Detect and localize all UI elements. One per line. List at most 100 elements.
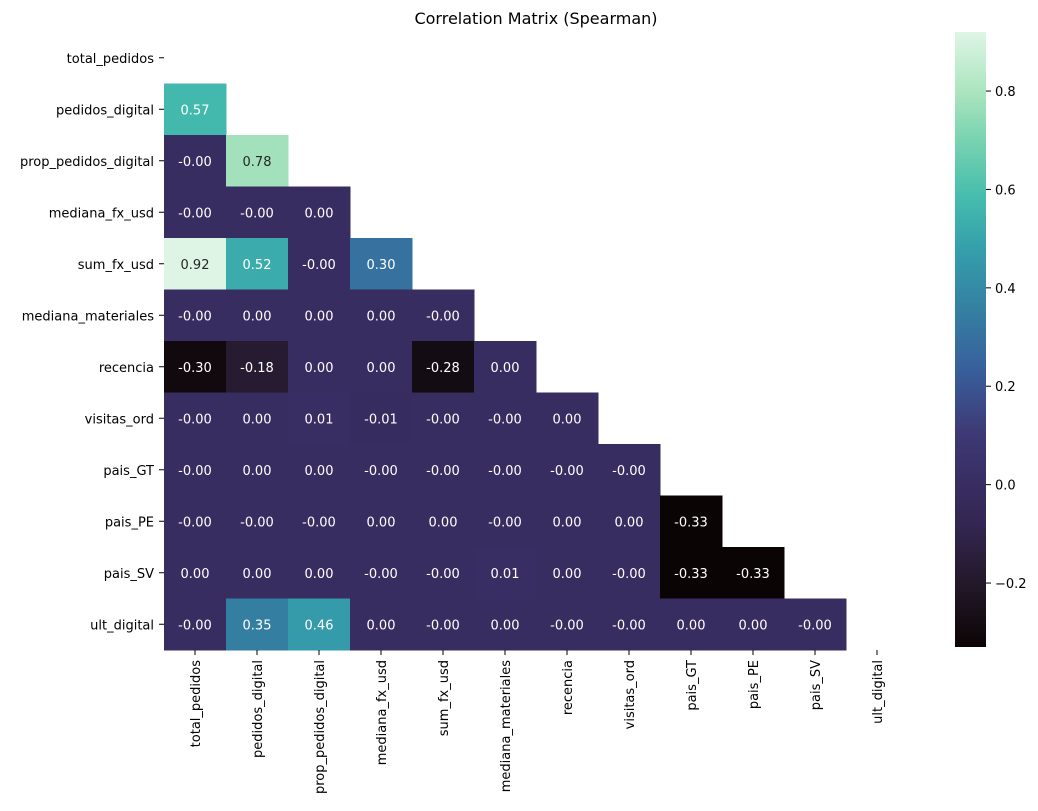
cell-value-label: -0.00 bbox=[178, 515, 212, 530]
colorbar-gradient bbox=[955, 32, 986, 647]
y-tick-label: mediana_materiales bbox=[22, 309, 154, 324]
heatmap-cell bbox=[226, 341, 289, 393]
heatmap-cell bbox=[536, 547, 599, 599]
cell-value-label: -0.00 bbox=[426, 618, 460, 633]
cell-value-label: -0.01 bbox=[364, 412, 398, 427]
cell-value-label: 0.00 bbox=[367, 618, 396, 633]
heatmap-cell bbox=[412, 289, 475, 342]
cell-value-label: -0.00 bbox=[426, 309, 460, 324]
x-tick-label: mediana_materiales bbox=[499, 660, 514, 792]
cell-value-label: -0.18 bbox=[240, 361, 274, 376]
heatmap-cell bbox=[226, 392, 289, 445]
cell-value-label: 0.00 bbox=[243, 412, 272, 427]
cell-value-label: 0.57 bbox=[181, 103, 210, 118]
cell-value-label: 0.01 bbox=[491, 567, 520, 582]
heatmap-cell bbox=[660, 547, 723, 599]
x-tick-label: pais_PE bbox=[747, 660, 762, 709]
heatmap-cell bbox=[412, 598, 475, 651]
colorbar-tick-label: 0.0 bbox=[995, 479, 1016, 494]
heatmap-cell bbox=[474, 598, 537, 651]
cell-value-label: -0.28 bbox=[426, 361, 460, 376]
heatmap-cell bbox=[722, 547, 785, 599]
cell-value-label: -0.00 bbox=[488, 412, 522, 427]
y-tick-label: total_pedidos bbox=[67, 52, 155, 67]
heatmap-cell bbox=[412, 547, 475, 599]
cell-value-label: 0.78 bbox=[243, 155, 272, 170]
chart-title: Correlation Matrix (Spearman) bbox=[414, 9, 657, 28]
heatmap-cell bbox=[350, 238, 413, 290]
y-tick-label: sum_fx_usd bbox=[78, 258, 154, 273]
cell-value-label: -0.00 bbox=[550, 464, 584, 479]
cell-value-label: -0.00 bbox=[178, 618, 212, 633]
x-tick-label: pais_GT bbox=[685, 660, 700, 711]
heatmap-cell bbox=[350, 598, 413, 651]
heatmap-cell bbox=[164, 83, 227, 136]
heatmap-cell bbox=[598, 598, 661, 651]
cell-value-label: 0.00 bbox=[305, 361, 334, 376]
cell-value-label: -0.00 bbox=[178, 464, 212, 479]
heatmap-cell bbox=[474, 392, 537, 445]
heatmap-cell bbox=[288, 238, 351, 290]
heatmap-cell bbox=[164, 135, 227, 187]
cell-value-label: -0.00 bbox=[426, 567, 460, 582]
cell-value-label: -0.33 bbox=[674, 567, 708, 582]
heatmap-cell bbox=[164, 289, 227, 342]
heatmap-cell bbox=[412, 392, 475, 445]
heatmap-cell bbox=[288, 547, 351, 599]
heatmap-cell bbox=[164, 495, 227, 548]
y-tick-label: prop_pedidos_digital bbox=[20, 155, 154, 170]
cell-value-label: 0.00 bbox=[243, 464, 272, 479]
heatmap-cell bbox=[226, 495, 289, 548]
heatmap-cell bbox=[660, 598, 723, 651]
cell-value-label: -0.30 bbox=[178, 361, 212, 376]
cell-value-label: -0.00 bbox=[426, 464, 460, 479]
cell-value-label: 0.52 bbox=[243, 258, 272, 273]
colorbar: −0.2 0.0 0.2 0.4 0.6 0.8 bbox=[955, 32, 1027, 647]
cell-value-label: 0.00 bbox=[305, 309, 334, 324]
heatmap-cell bbox=[164, 341, 227, 393]
heatmap-cell bbox=[350, 444, 413, 496]
cell-value-label: 0.00 bbox=[429, 515, 458, 530]
cell-value-label: -0.00 bbox=[364, 567, 398, 582]
y-tick-label: visitas_ord bbox=[85, 412, 154, 427]
cell-value-label: 0.00 bbox=[243, 567, 272, 582]
cell-value-label: -0.00 bbox=[488, 515, 522, 530]
heatmap-cell bbox=[226, 186, 289, 239]
heatmap-cell bbox=[288, 341, 351, 393]
cell-value-label: 0.00 bbox=[243, 309, 272, 324]
x-tick-label: total_pedidos bbox=[189, 660, 204, 748]
x-tick-label: prop_pedidos_digital bbox=[313, 660, 328, 794]
cell-value-label: -0.33 bbox=[736, 567, 770, 582]
heatmap-cell bbox=[474, 547, 537, 599]
heatmap-cell bbox=[350, 341, 413, 393]
y-tick-label: pais_PE bbox=[105, 515, 154, 530]
cell-value-label: 0.00 bbox=[367, 361, 396, 376]
y-tick-label: pais_SV bbox=[104, 567, 154, 582]
heatmap-cell bbox=[350, 392, 413, 445]
heatmap-cell bbox=[226, 135, 289, 187]
heatmap-cell bbox=[474, 341, 537, 393]
cell-value-label: 0.00 bbox=[305, 567, 334, 582]
cell-value-label: 0.00 bbox=[305, 206, 334, 221]
cell-value-label: 0.00 bbox=[491, 618, 520, 633]
heatmap-cell bbox=[536, 444, 599, 496]
cell-value-label: 0.00 bbox=[367, 515, 396, 530]
cell-value-label: -0.00 bbox=[612, 464, 646, 479]
cell-value-label: -0.00 bbox=[302, 515, 336, 530]
cell-value-label: -0.00 bbox=[488, 464, 522, 479]
heatmap-cell bbox=[536, 392, 599, 445]
heatmap-cells: 0.57 -0.00 0.78 -0.00 -0.00 0.00 0.92 0.52 -0.00… bbox=[164, 83, 847, 651]
heatmap-cell bbox=[226, 547, 289, 599]
heatmap-cell bbox=[226, 598, 289, 651]
cell-value-label: -0.00 bbox=[426, 412, 460, 427]
cell-value-label: -0.00 bbox=[302, 258, 336, 273]
cell-value-label: 0.00 bbox=[181, 567, 210, 582]
cell-value-label: -0.00 bbox=[364, 464, 398, 479]
cell-value-label: 0.46 bbox=[305, 618, 334, 633]
cell-value-label: 0.00 bbox=[553, 567, 582, 582]
cell-value-label: 0.00 bbox=[677, 618, 706, 633]
colorbar-tick-label: −0.2 bbox=[995, 577, 1027, 592]
heatmap-cell bbox=[536, 495, 599, 548]
cell-value-label: 0.00 bbox=[491, 361, 520, 376]
